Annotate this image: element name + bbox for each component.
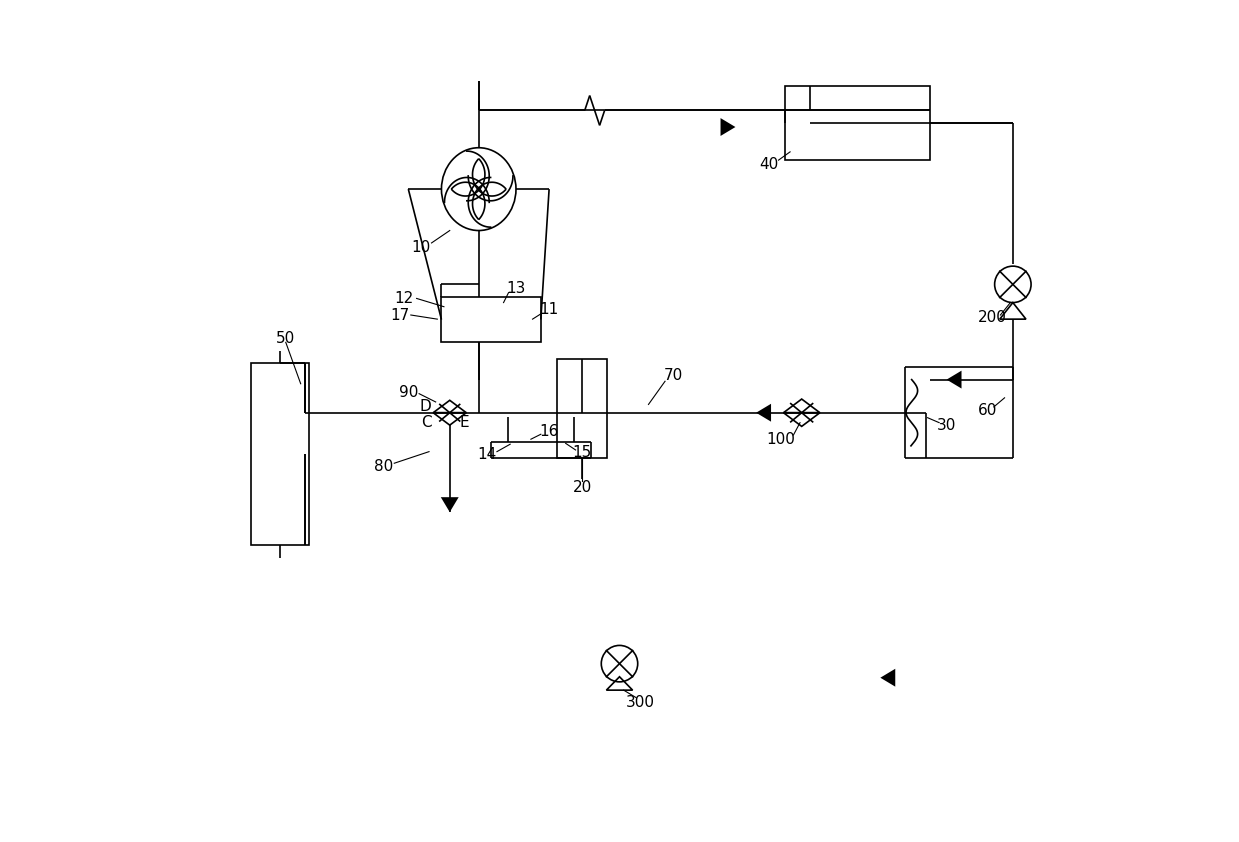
- Text: E: E: [458, 415, 468, 430]
- Text: 40: 40: [760, 157, 778, 172]
- Text: 30: 30: [937, 418, 957, 433]
- Polygon shape: [756, 404, 771, 422]
- Text: 15: 15: [572, 445, 592, 460]
- Text: 10: 10: [411, 240, 430, 254]
- Text: 11: 11: [539, 301, 559, 317]
- Text: 50: 50: [276, 331, 295, 346]
- Polygon shape: [947, 370, 961, 388]
- Text: 80: 80: [374, 459, 393, 474]
- Text: 17: 17: [390, 307, 410, 322]
- Text: 60: 60: [979, 402, 997, 418]
- Text: D: D: [419, 398, 431, 413]
- Polygon shape: [881, 669, 896, 687]
- Bar: [441, 296, 541, 343]
- Text: 13: 13: [507, 281, 525, 296]
- Bar: [786, 86, 930, 160]
- Bar: [558, 359, 607, 458]
- Text: 70: 70: [664, 368, 683, 383]
- Text: 12: 12: [394, 291, 414, 306]
- Text: 20: 20: [572, 480, 592, 495]
- Polygon shape: [721, 118, 736, 136]
- Text: 14: 14: [477, 446, 497, 461]
- Text: C: C: [421, 415, 432, 430]
- Text: 300: 300: [626, 695, 654, 710]
- Text: 200: 200: [978, 310, 1006, 325]
- Bar: [252, 363, 309, 546]
- Text: 100: 100: [767, 432, 795, 447]
- Text: 16: 16: [539, 424, 559, 440]
- Polygon shape: [441, 497, 458, 512]
- Text: 90: 90: [399, 385, 418, 399]
